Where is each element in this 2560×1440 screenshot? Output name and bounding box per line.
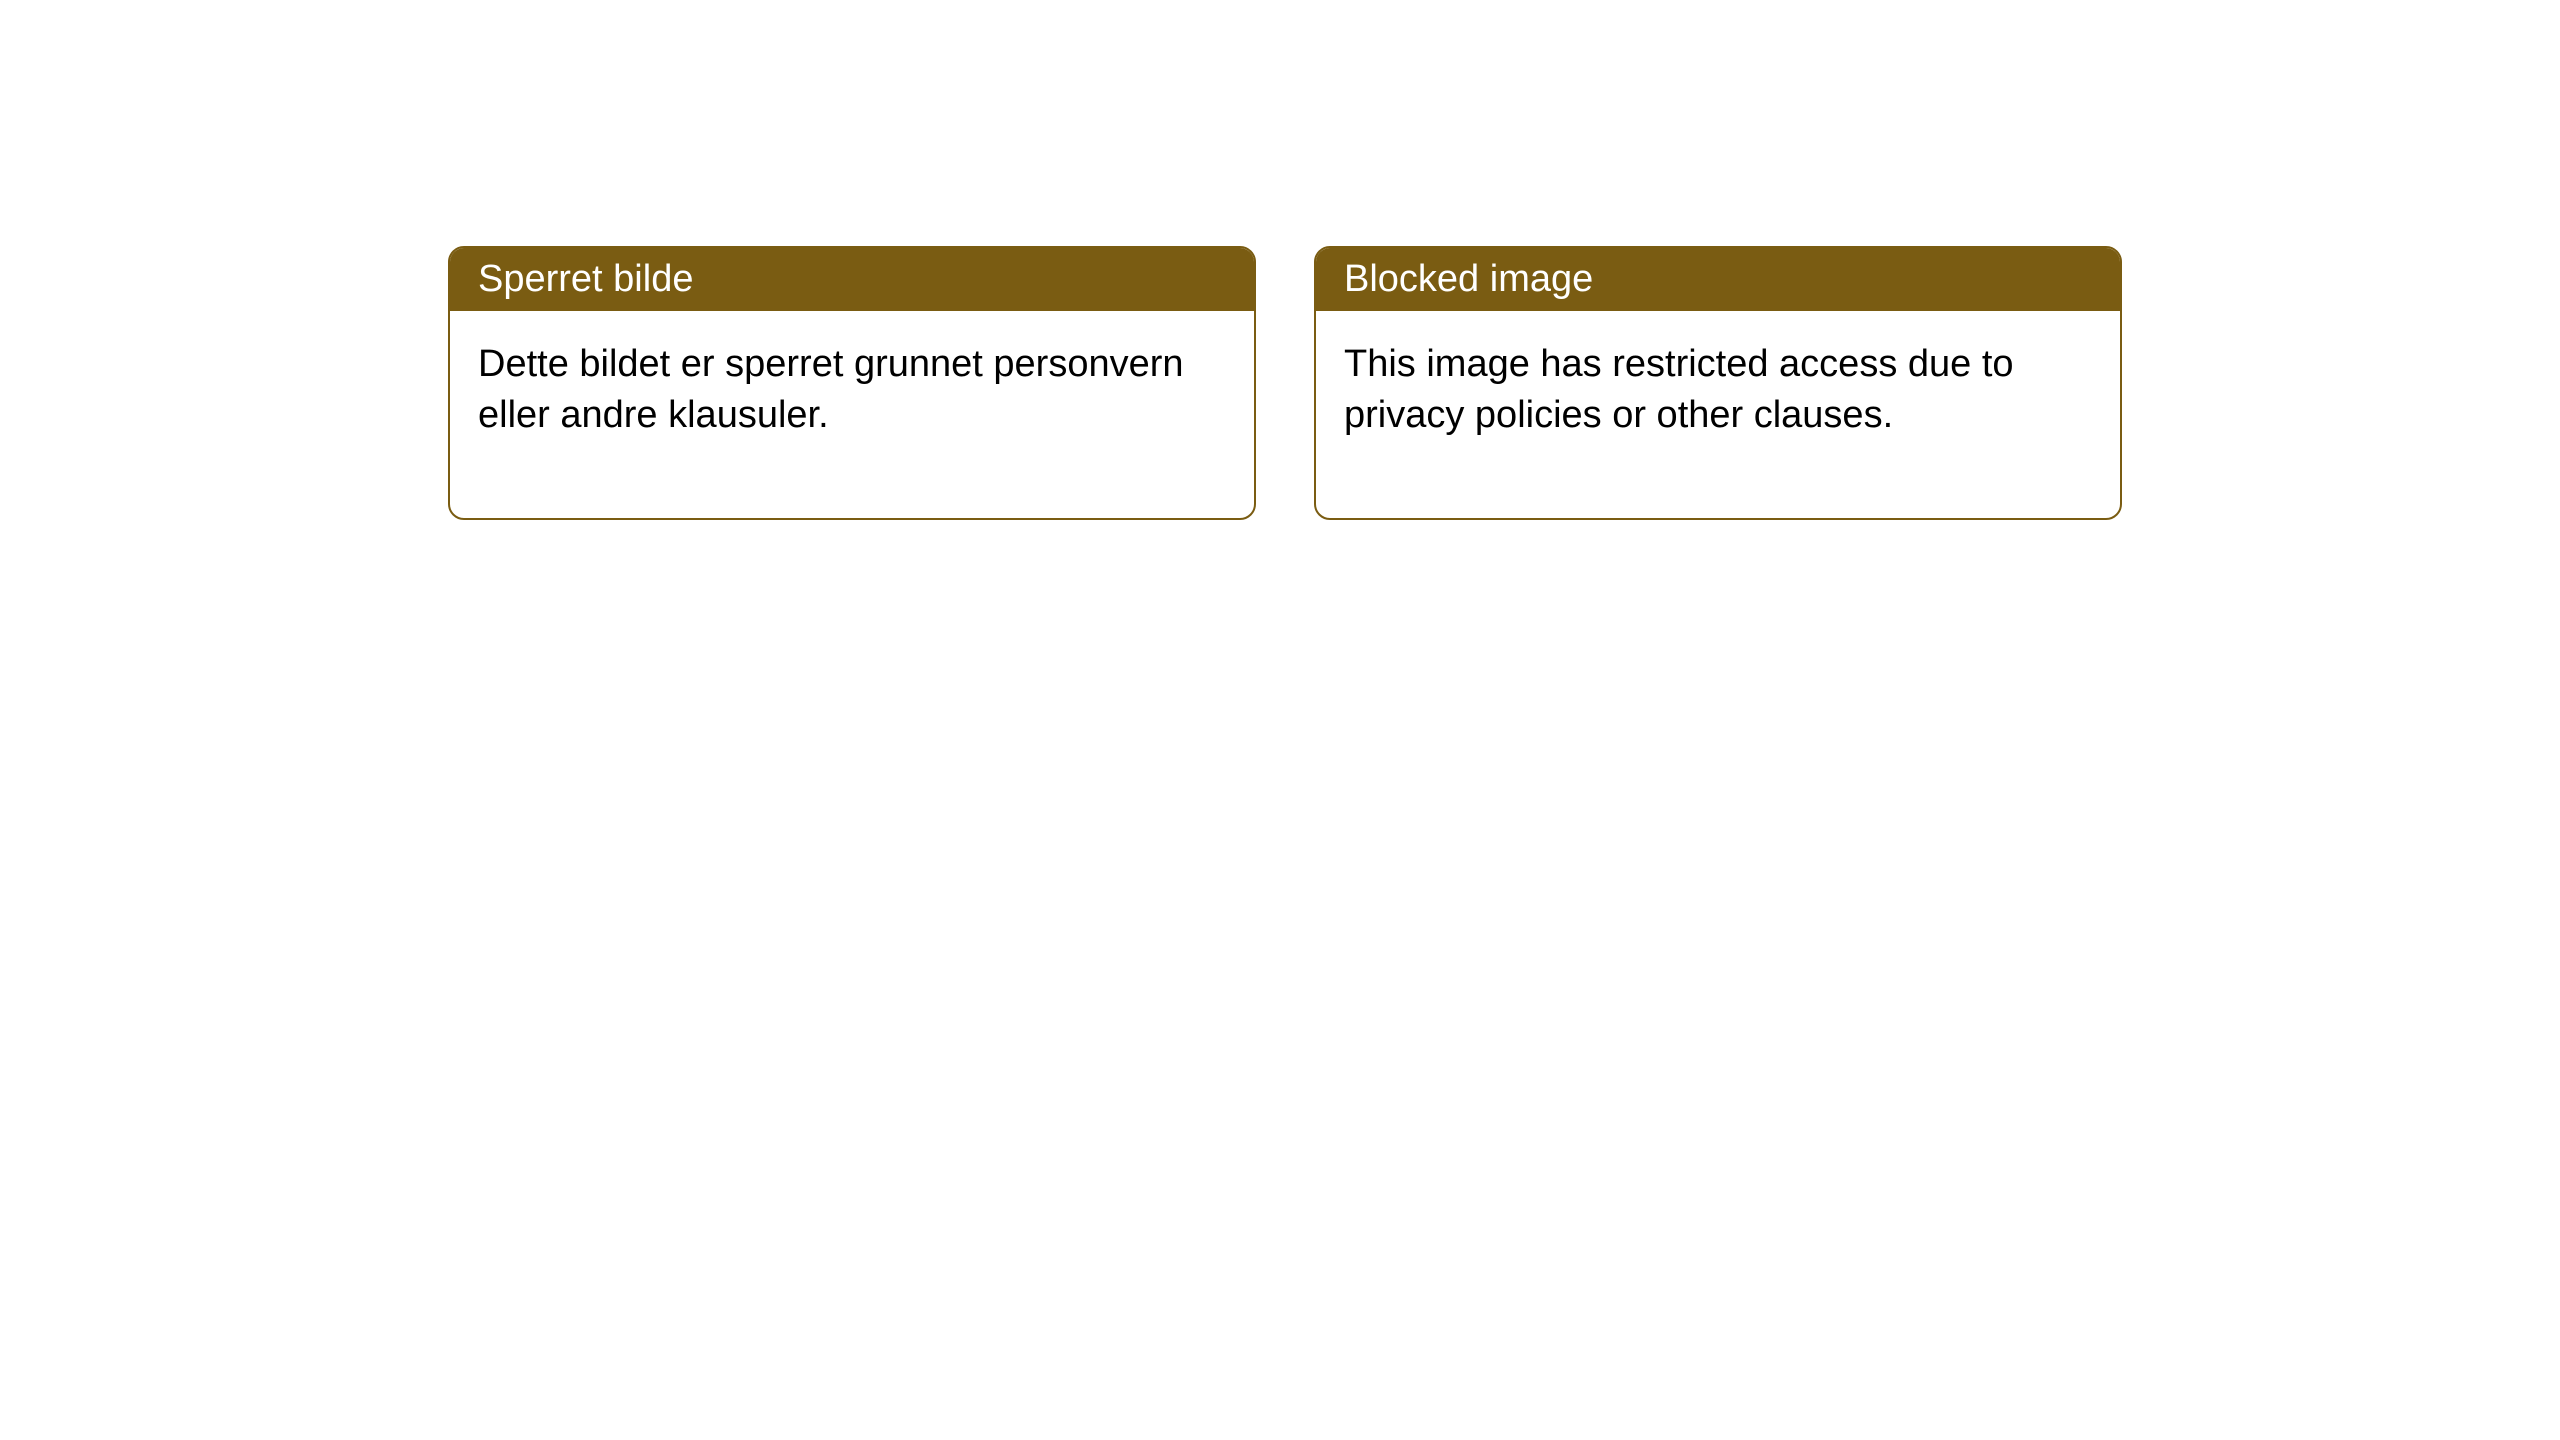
card-header: Sperret bilde <box>450 248 1254 311</box>
card-body: This image has restricted access due to … <box>1316 311 2120 518</box>
card-header: Blocked image <box>1316 248 2120 311</box>
card-body-text: This image has restricted access due to … <box>1344 343 2014 436</box>
card-title: Sperret bilde <box>478 258 693 300</box>
card-title: Blocked image <box>1344 258 1593 300</box>
notice-cards-container: Sperret bilde Dette bildet er sperret gr… <box>448 246 2122 520</box>
card-body: Dette bildet er sperret grunnet personve… <box>450 311 1254 518</box>
card-body-text: Dette bildet er sperret grunnet personve… <box>478 343 1184 436</box>
notice-card-english: Blocked image This image has restricted … <box>1314 246 2122 520</box>
notice-card-norwegian: Sperret bilde Dette bildet er sperret gr… <box>448 246 1256 520</box>
